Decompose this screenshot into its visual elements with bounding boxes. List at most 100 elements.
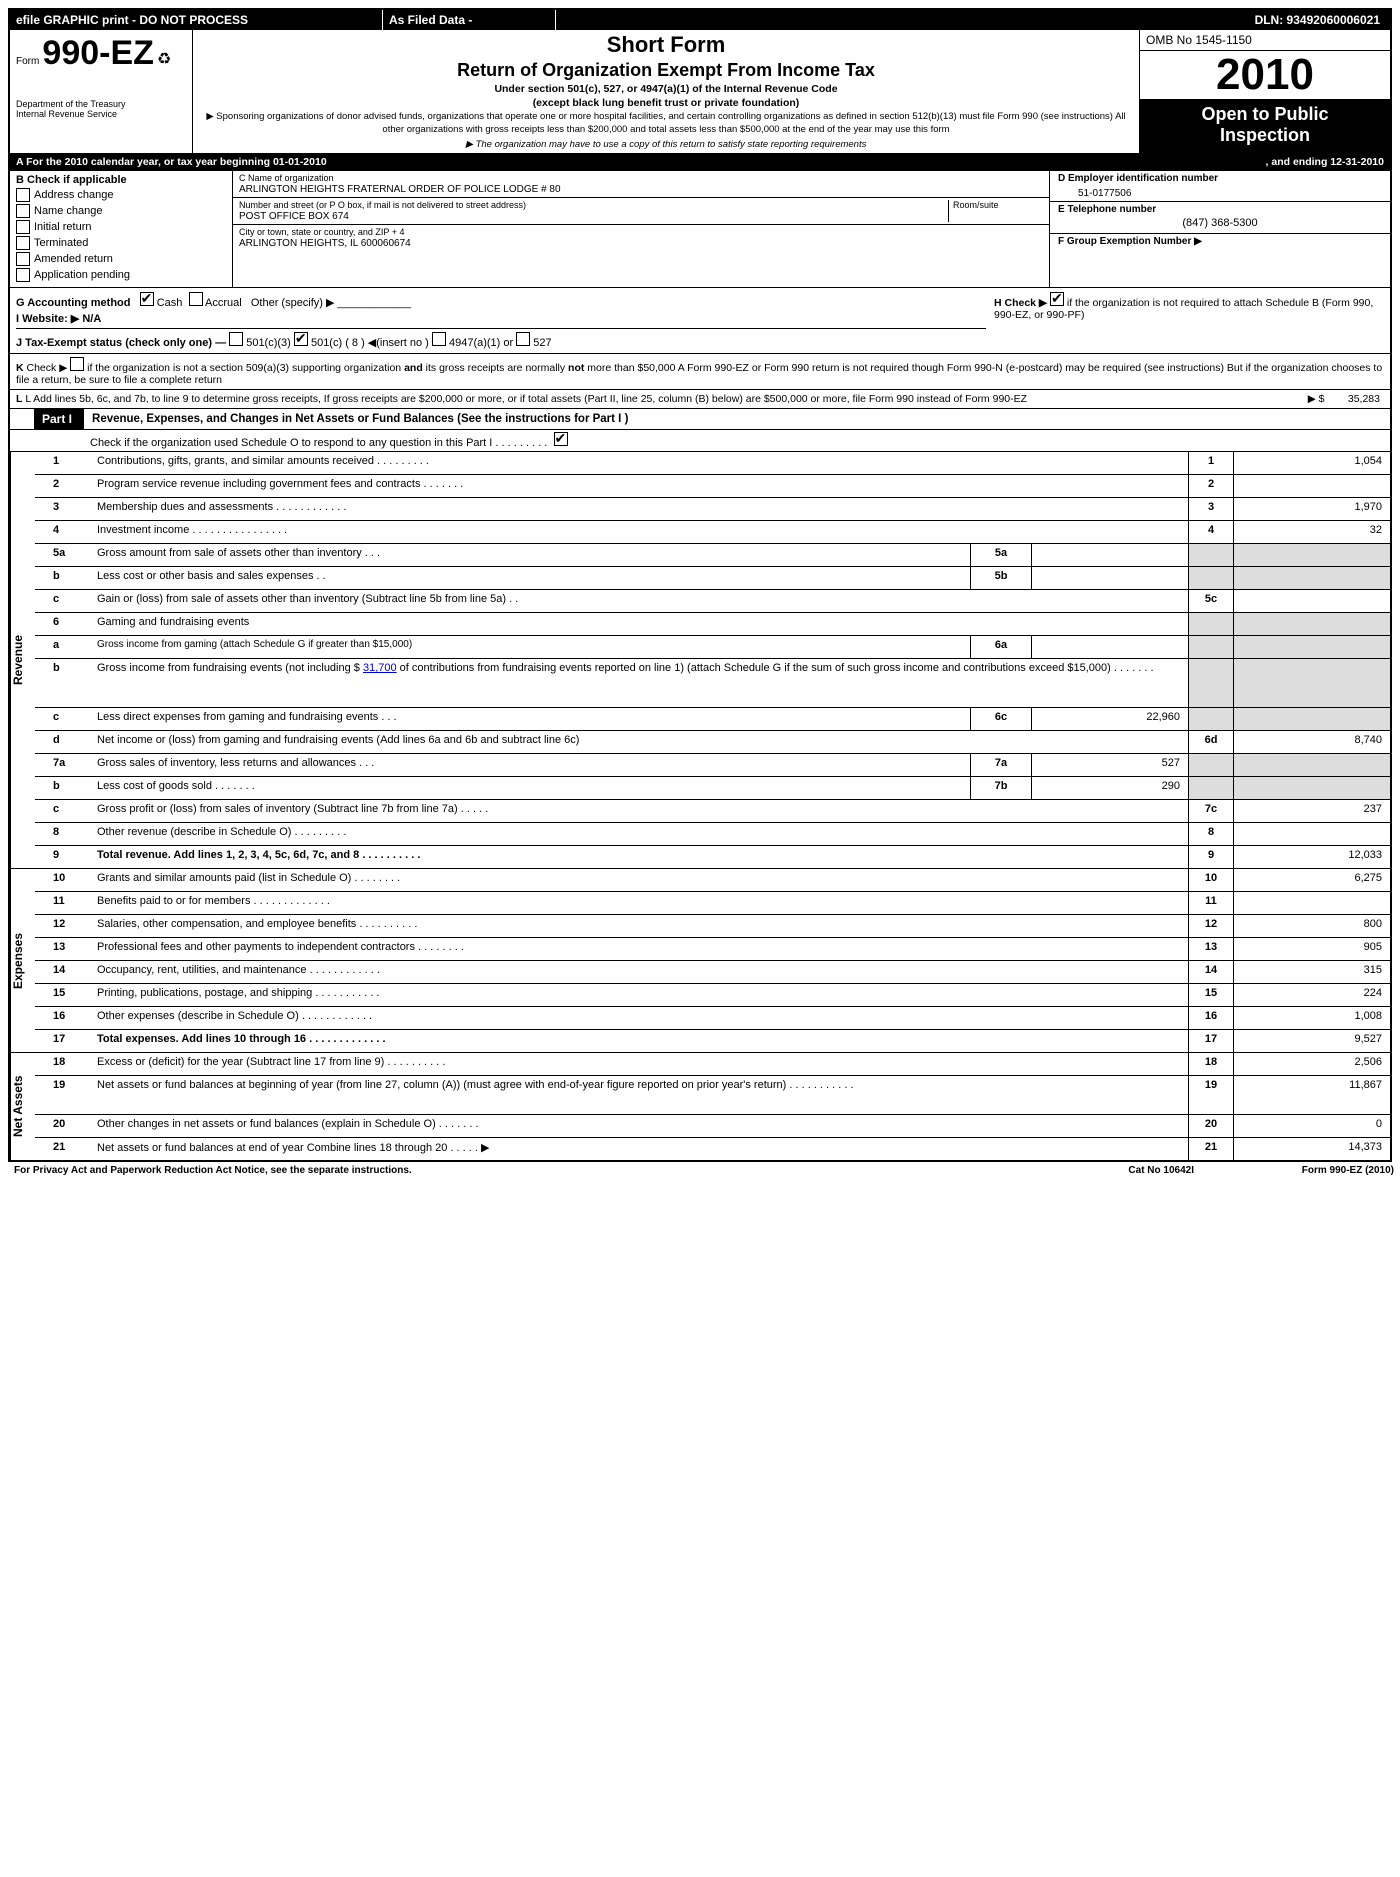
line-13-amt: 905 [1233, 938, 1390, 960]
line-6b-desc: Gross income from fundraising events (no… [97, 659, 1188, 707]
group-label: F Group Exemption Number ▶ [1058, 236, 1202, 247]
checkbox-cash[interactable] [140, 292, 154, 306]
form-990ez: efile GRAPHIC print - DO NOT PROCESS As … [8, 8, 1392, 1162]
form-footer: For Privacy Act and Paperwork Reduction … [8, 1162, 1400, 1179]
checkbox-4947[interactable] [432, 332, 446, 346]
checkbox-527[interactable] [516, 332, 530, 346]
expenses-section: Expenses 10Grants and similar amounts pa… [10, 869, 1390, 1053]
efile-topbar: efile GRAPHIC print - DO NOT PROCESS As … [10, 10, 1390, 30]
expenses-label: Expenses [10, 869, 35, 1052]
check-name[interactable]: Name change [16, 204, 226, 218]
short-form-label: Short Form [201, 32, 1131, 58]
checkbox-icon[interactable] [16, 188, 30, 202]
phone-block: E Telephone number (847) 368-5300 [1050, 202, 1390, 234]
line-7c-amt: 237 [1233, 800, 1390, 822]
line-14-amt: 315 [1233, 961, 1390, 983]
gijh-row: G Accounting method Cash Accrual Other (… [10, 288, 1390, 354]
row-a: A For the 2010 calendar year, or tax yea… [10, 154, 1390, 171]
line-2-amt [1233, 475, 1390, 497]
checkbox-k[interactable] [70, 357, 84, 371]
row-a-begin: A For the 2010 calendar year, or tax yea… [10, 154, 1260, 170]
checkbox-icon[interactable] [16, 236, 30, 250]
line-3-amt: 1,970 [1233, 498, 1390, 520]
part1-label: Part I [34, 409, 84, 429]
line-9-amt: 12,033 [1233, 846, 1390, 868]
org-name-label: C Name of organization [239, 173, 1043, 183]
line-1-amt: 1,054 [1233, 452, 1390, 474]
line-5b-sub [1031, 567, 1188, 589]
dept-irs: Internal Revenue Service [16, 109, 186, 119]
topbar-mid: As Filed Data - [383, 10, 556, 30]
topbar-fill [556, 10, 1245, 30]
line-11-amt [1233, 892, 1390, 914]
return-title: Return of Organization Exempt From Incom… [201, 60, 1131, 81]
line-15-amt: 224 [1233, 984, 1390, 1006]
checkbox-501c[interactable] [294, 332, 308, 346]
line-7a-sub: 527 [1031, 754, 1188, 776]
line-10-amt: 6,275 [1233, 869, 1390, 891]
header-left: Form 990-EZ ♻ Department of the Treasury… [10, 30, 193, 153]
line-k: K Check ▶ K Check ▶ if the organization … [10, 354, 1390, 390]
line-6d-amt: 8,740 [1233, 731, 1390, 753]
col-c-org: C Name of organization ARLINGTON HEIGHTS… [233, 171, 1050, 287]
sub-except: (except black lung benefit trust or priv… [201, 97, 1131, 109]
omb-number: OMB No 1545-1150 [1140, 30, 1390, 51]
line-g: G Accounting method Cash Accrual Other (… [16, 292, 986, 309]
sub-state: ▶ The organization may have to use a cop… [201, 139, 1131, 152]
line-4-amt: 32 [1233, 521, 1390, 543]
open-public: Open to Public Inspection [1140, 100, 1390, 153]
part1-check-o: Check if the organization used Schedule … [10, 430, 1390, 452]
check-amended[interactable]: Amended return [16, 252, 226, 266]
line-12-amt: 800 [1233, 915, 1390, 937]
part1-title: Revenue, Expenses, and Changes in Net As… [84, 411, 1390, 427]
line-j: J Tax-Exempt status (check only one) — 5… [16, 328, 986, 349]
header-right: OMB No 1545-1150 2010 Open to Public Ins… [1139, 30, 1390, 153]
topbar-left: efile GRAPHIC print - DO NOT PROCESS [10, 10, 383, 30]
check-pending[interactable]: Application pending [16, 268, 226, 282]
entity-block: B Check if applicable Address change Nam… [10, 171, 1390, 288]
checkbox-accrual[interactable] [189, 292, 203, 306]
header-title-block: Short Form Return of Organization Exempt… [193, 30, 1139, 153]
check-terminated[interactable]: Terminated [16, 236, 226, 250]
row-a-end: , and ending 12-31-2010 [1260, 154, 1390, 170]
gross-receipts: 35,283 [1348, 393, 1380, 405]
privacy-notice: For Privacy Act and Paperwork Reduction … [14, 1165, 1128, 1176]
open-public-1: Open to Public [1142, 104, 1388, 125]
line-6b-contrib: 31,700 [363, 662, 397, 674]
line-17-amt: 9,527 [1233, 1030, 1390, 1052]
checkbox-h[interactable] [1050, 292, 1064, 306]
form-prefix: Form [16, 56, 39, 67]
col-b-label: B Check if applicable [16, 174, 226, 186]
sub-sponsor: ▶ Sponsoring organizations of donor advi… [201, 111, 1131, 137]
room-label: Room/suite [948, 200, 1043, 222]
checkbox-501c3[interactable] [229, 332, 243, 346]
org-name: ARLINGTON HEIGHTS FRATERNAL ORDER OF POL… [239, 184, 1043, 195]
line-i: I Website: ▶ N/A [16, 312, 986, 325]
topbar-dln: DLN: 93492060006021 [1245, 10, 1390, 30]
col-d: D Employer identification number 51-0177… [1050, 171, 1390, 287]
checkbox-icon[interactable] [16, 204, 30, 218]
checkbox-icon[interactable] [16, 252, 30, 266]
phone-value: (847) 368-5300 [1058, 215, 1382, 231]
checkbox-schedule-o[interactable] [554, 432, 568, 446]
group-exemption: F Group Exemption Number ▶ [1050, 234, 1390, 287]
tax-year: 2010 [1140, 51, 1390, 100]
ein-value: 51-0177506 [1058, 184, 1382, 199]
check-address[interactable]: Address change [16, 188, 226, 202]
netassets-label: Net Assets [10, 1053, 35, 1160]
line-16-amt: 1,008 [1233, 1007, 1390, 1029]
city-value: ARLINGTON HEIGHTS, IL 600060674 [239, 238, 1043, 249]
gij-left: G Accounting method Cash Accrual Other (… [16, 292, 986, 349]
recycle-icon: ♻ [157, 49, 171, 69]
phone-label: E Telephone number [1058, 204, 1382, 215]
revenue-label: Revenue [10, 452, 35, 868]
line-21-amt: 14,373 [1233, 1138, 1390, 1160]
line-5c-amt [1233, 590, 1390, 612]
form-number: 990-EZ [42, 34, 154, 72]
ein-block: D Employer identification number 51-0177… [1050, 171, 1390, 202]
check-initial[interactable]: Initial return [16, 220, 226, 234]
checkbox-icon[interactable] [16, 268, 30, 282]
line-5a-sub [1031, 544, 1188, 566]
checkbox-icon[interactable] [16, 220, 30, 234]
street-value: POST OFFICE BOX 674 [239, 211, 948, 222]
